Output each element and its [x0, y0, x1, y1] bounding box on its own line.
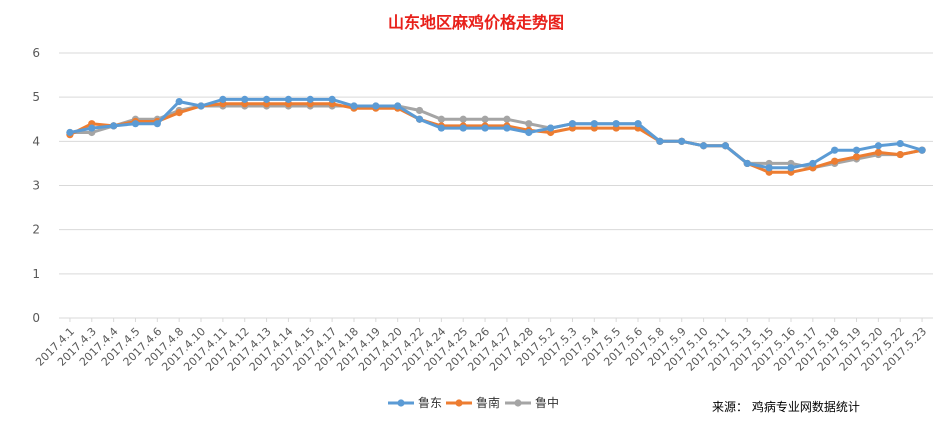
data-point: [525, 128, 533, 137]
data-point: [721, 142, 730, 150]
data-point: [437, 124, 445, 132]
data-point: [306, 95, 314, 103]
grid-layer: [59, 52, 933, 319]
y-tick-label: 3: [32, 179, 40, 193]
legend-label: 鲁南: [476, 395, 500, 410]
data-point: [809, 159, 817, 168]
data-point: [568, 120, 577, 128]
data-point: [415, 115, 424, 123]
data-point: [503, 115, 511, 123]
data-point: [66, 128, 74, 137]
legend-marker: [397, 399, 405, 407]
data-point: [459, 124, 467, 132]
series-line: [68, 104, 924, 170]
series-layer: [66, 95, 926, 176]
data-point: [852, 146, 861, 154]
data-point: [634, 120, 642, 128]
data-point: [88, 124, 96, 132]
y-tick-label: 6: [32, 46, 40, 60]
data-point: [219, 95, 227, 103]
data-point: [481, 115, 489, 123]
data-point: [765, 164, 773, 172]
data-point: [896, 139, 904, 148]
data-point: [328, 95, 336, 103]
data-point: [262, 95, 271, 103]
source-note: 来源： 鸡病专业网数据统计: [712, 399, 860, 414]
data-point: [787, 164, 795, 172]
y-tick-label: 1: [32, 267, 40, 281]
data-point: [372, 102, 380, 110]
data-point: [831, 157, 839, 165]
data-point: [656, 137, 664, 145]
series-line: [68, 97, 924, 170]
data-point: [241, 95, 249, 103]
data-point: [918, 146, 926, 154]
series-0: [66, 95, 926, 172]
data-point: [590, 120, 598, 128]
data-point: [874, 148, 882, 156]
data-point: [175, 109, 183, 117]
y-tick-label: 2: [32, 223, 40, 237]
data-point: [437, 115, 445, 123]
data-point: [459, 115, 467, 123]
data-point: [503, 124, 511, 132]
data-point: [284, 95, 293, 103]
data-point: [350, 102, 358, 110]
series-2: [66, 102, 926, 172]
data-point: [110, 122, 118, 130]
data-point: [547, 124, 555, 132]
series-line: [68, 102, 924, 174]
y-axis: 0 1 2 3 4 5 6: [32, 46, 40, 325]
data-point: [131, 120, 140, 128]
data-point: [852, 153, 861, 161]
data-point: [874, 142, 882, 150]
data-point: [394, 102, 402, 110]
data-point: [612, 120, 620, 128]
data-point: [415, 106, 424, 115]
x-axis: 2017.4.12017.4.32017.4.42017.4.52017.4.6…: [33, 318, 929, 374]
legend-marker: [455, 399, 463, 407]
legend-marker: [514, 399, 522, 407]
legend-label: 鲁东: [418, 396, 442, 410]
data-point: [175, 97, 183, 106]
data-point: [831, 146, 839, 154]
data-point: [153, 120, 161, 128]
legend: 鲁东 鲁南 鲁中: [388, 395, 559, 410]
chart-title: 山东地区麻鸡价格走势图: [388, 13, 564, 32]
legend-label: 鲁中: [535, 395, 559, 410]
data-point: [896, 150, 904, 159]
data-point: [525, 120, 533, 128]
y-tick-label: 0: [32, 311, 40, 325]
data-point: [197, 102, 205, 110]
data-point: [678, 137, 686, 145]
data-point: [481, 124, 489, 132]
data-point: [743, 159, 751, 168]
data-point: [699, 142, 708, 150]
y-tick-label: 4: [32, 134, 40, 148]
y-tick-label: 5: [32, 90, 40, 104]
